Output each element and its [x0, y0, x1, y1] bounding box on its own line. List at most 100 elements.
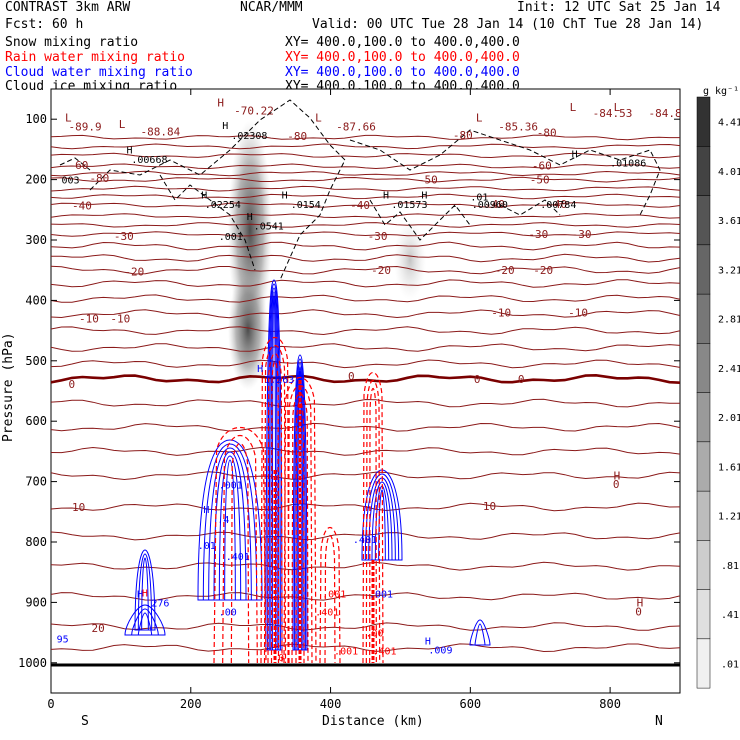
isotherm-label: -40 — [72, 200, 92, 213]
isotherm — [51, 592, 680, 601]
cloud-ice-label: H — [126, 145, 132, 156]
x-tick-label: 800 — [599, 697, 621, 711]
rain-water-labels: .001 .401 .001 .00 .401 0 H — [142, 589, 397, 664]
y-tick-label: 300 — [25, 233, 47, 247]
rain-water-contour — [263, 345, 287, 664]
cloud-water-label: 1.263 — [264, 375, 294, 386]
cloud-water-contour — [292, 354, 308, 651]
cloud-ice-contour — [59, 157, 91, 171]
cloud-water-label: .276 — [145, 598, 169, 609]
cloud-ice-label: H — [222, 121, 228, 132]
isotherm — [51, 643, 680, 653]
cloud-water-label: H — [257, 364, 263, 375]
colorbar-label: .01 — [721, 659, 739, 670]
x-axis: 0 200 400 600 800 — [47, 89, 621, 711]
isotherm — [51, 231, 680, 237]
cloud-ice-label: H — [383, 191, 389, 202]
y-tick-label: 400 — [25, 293, 47, 307]
y-tick-label: 700 — [25, 475, 47, 489]
rain-water-contour — [222, 434, 258, 664]
init-time: Init: 12 UTC Sat 25 Jan 14 — [517, 0, 721, 15]
field-rain-xy: XY= 400.0,100.0 to 400.0,400.0 — [285, 50, 520, 65]
cloud-ice-label: 003 — [61, 176, 79, 187]
isotherm-label: 0 — [348, 370, 355, 383]
colorbar-segment — [696, 96, 711, 147]
cloud-ice-label: .01086 — [610, 159, 646, 170]
isotherm-label: -60 — [532, 160, 552, 173]
isotherm-label: -50 — [418, 174, 438, 187]
cloud-water-label: .01 — [198, 541, 216, 552]
colorbar-segment — [696, 638, 711, 689]
cloud-ice-label: .0154 — [291, 200, 321, 211]
cloud-water-label: .009 — [428, 646, 452, 657]
cloud-ice-label: H — [201, 191, 207, 202]
isotherm-label: -30 — [114, 230, 134, 243]
field-cloudwater-xy: XY= 400.0,100.0 to 400.0,400.0 — [285, 65, 520, 80]
cloud-water-contour — [265, 279, 283, 651]
colorbar-units: g kg⁻¹ — [703, 86, 739, 97]
cloud-ice-contour — [89, 99, 346, 281]
colorbar-label: 4.01 — [718, 167, 740, 178]
rain-water-label: .00 — [366, 629, 384, 640]
y-tick-label: 200 — [25, 173, 47, 187]
valid-time: Valid: 00 UTC Tue 28 Jan 14 (10 ChT Tue … — [312, 17, 704, 32]
isotherm-label: -20 — [124, 265, 144, 278]
colorbar-label: 3.21 — [718, 265, 740, 276]
isotherm — [51, 222, 680, 228]
cloud-water-contour — [131, 608, 159, 636]
isotherm — [51, 422, 680, 432]
isotherm-label: -40 — [350, 199, 370, 212]
cloud-ice-labels: H.00668H.02308H.02254H.0541.001H.0154H.0… — [61, 121, 646, 243]
cloud-ice-label: H — [247, 212, 253, 223]
rain-water-label: 0 — [278, 653, 284, 664]
cloud-water-label: .401 — [353, 535, 377, 546]
isotherm-label: 10 — [72, 501, 85, 514]
colorbar-segment — [696, 540, 711, 590]
isotherm — [51, 193, 680, 200]
field-cloudwater-label: Cloud water mixing ratio — [5, 65, 193, 80]
cloud-water-contour — [469, 619, 491, 646]
cloud-ice-label: .0541 — [254, 222, 284, 233]
cloud-ice-label: .00668 — [131, 155, 167, 166]
field-snow-label: Snow mixing ratio — [5, 35, 139, 50]
forecast-hour: Fcst: 60 h — [5, 17, 84, 32]
cloud-ice-label: .01 — [470, 193, 488, 204]
isotherm — [51, 176, 680, 183]
isotherm — [51, 561, 680, 571]
colorbar-label: 1.21 — [718, 512, 740, 523]
isotherm-label: -40 — [485, 198, 505, 211]
cloud-water-contour — [224, 459, 236, 601]
cloud-water-contour — [218, 455, 242, 601]
isotherm — [51, 622, 680, 631]
north-label: N — [655, 714, 663, 729]
isotherm — [51, 213, 680, 219]
isotherm — [51, 373, 680, 384]
isotherm-label: -40 — [547, 198, 567, 211]
cloud-ice-contours — [59, 99, 661, 281]
colorbar-segment — [696, 392, 711, 443]
x-tick-label: 200 — [180, 697, 202, 711]
cloud-ice-label: H — [421, 191, 427, 202]
rain-water-contour — [260, 337, 290, 664]
rain-water-label: .001 — [322, 589, 346, 600]
isotherm-label: -10 — [79, 313, 99, 326]
isotherm — [51, 185, 680, 192]
colorbar-label: .81 — [721, 561, 739, 572]
colorbar-segment — [696, 589, 711, 640]
isotherm — [51, 152, 680, 159]
isotherm — [51, 241, 680, 251]
isotherm — [51, 265, 680, 275]
isotherm-label: -88.84 — [140, 125, 180, 138]
temperature-labels: -89.9 -88.84 -70.22 -87.66 -85.36 -84.53 -84.8… — [65, 96, 680, 634]
cloud-ice-contour — [499, 199, 561, 216]
isotherm-label: -20 — [371, 264, 391, 277]
rain-water-label: .001 — [334, 647, 358, 658]
high-low-marker: L — [476, 111, 483, 124]
isotherm — [51, 309, 680, 319]
isotherm-label: -20 — [495, 264, 515, 277]
cloud-ice-contour — [349, 129, 661, 216]
isotherm-label: 10 — [483, 500, 496, 513]
rain-water-label: H — [142, 589, 148, 600]
cloud-water-label: .401 — [226, 552, 250, 563]
